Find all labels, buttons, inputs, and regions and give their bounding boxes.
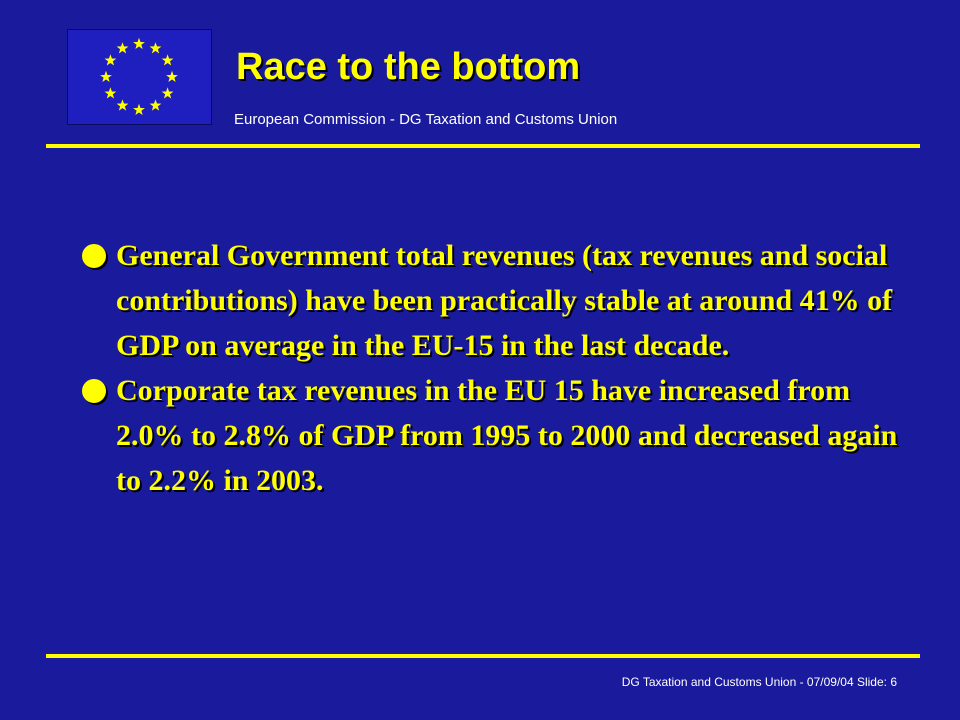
- star-icon: [100, 70, 112, 83]
- bullet-text: Corporate tax revenues in the EU 15 have…: [116, 374, 898, 497]
- star-icon: [149, 99, 162, 111]
- bullet-item: Corporate tax revenues in the EU 15 have…: [80, 368, 910, 503]
- round-bullet-icon: [82, 244, 106, 268]
- slide-title: Race to the bottom: [236, 46, 581, 88]
- footer-divider: [46, 654, 920, 658]
- star-icon: [149, 42, 162, 54]
- star-icon: [116, 42, 129, 54]
- star-icon: [133, 103, 145, 116]
- star-icon: [133, 37, 145, 50]
- eu-flag-stars: [100, 37, 178, 116]
- slide-footer: DG Taxation and Customs Union - 07/09/04…: [621, 675, 897, 689]
- star-icon: [161, 54, 174, 66]
- round-bullet-icon: [82, 379, 106, 403]
- eu-flag-icon: [67, 29, 212, 125]
- header-divider: [46, 144, 920, 148]
- star-icon: [104, 54, 117, 66]
- bullet-text: General Government total revenues (tax r…: [116, 239, 893, 362]
- header-subtitle: European Commission - DG Taxation and Cu…: [234, 111, 618, 128]
- bullet-item: General Government total revenues (tax r…: [80, 233, 910, 368]
- star-icon: [161, 87, 174, 99]
- star-icon: [166, 70, 178, 83]
- bullet-list: General Government total revenues (tax r…: [80, 233, 910, 503]
- star-icon: [104, 87, 117, 99]
- star-icon: [116, 99, 129, 111]
